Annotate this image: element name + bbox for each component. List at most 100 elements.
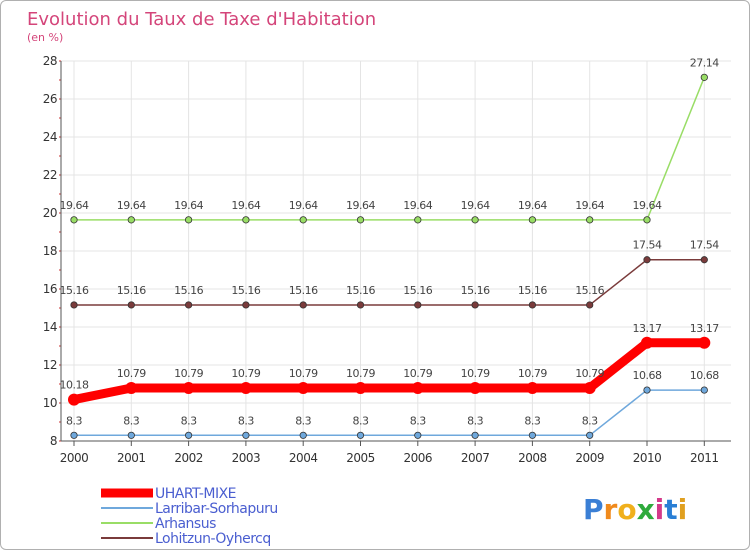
series-lohitzun-oyhercq: 15.16 15.16 15.16 15.16 15.16 15.16 15.16 15.16…	[60, 239, 720, 309]
data-point	[125, 381, 138, 394]
y-tick-label: 10	[43, 396, 57, 410]
data-point	[356, 431, 365, 439]
data-label: 8.3	[238, 414, 254, 427]
data-label: 15.16	[289, 284, 318, 297]
series-arhansus: 19.64 19.64 19.64 19.64 19.64 19.64 19.64 19.64…	[60, 56, 720, 224]
data-point	[242, 216, 250, 224]
legend-item: Arhansus	[101, 516, 217, 532]
data-label: 10.18	[60, 379, 89, 392]
y-tick-label: 8	[50, 434, 57, 448]
series-line	[73, 76, 706, 221]
series-line	[69, 338, 709, 405]
data-point	[698, 336, 711, 349]
x-tick-label: 2011	[690, 451, 719, 465]
data-point	[643, 386, 651, 394]
data-point	[242, 301, 250, 309]
x-tick-label: 2010	[633, 451, 662, 465]
series-group: 8.3 8.3 8.3 8.3 8.3 8.3 8.3 8.3 8.3 8.3 10.68 10.68…	[60, 56, 720, 439]
y-tick-label: 20	[43, 206, 57, 220]
x-tick-label: 2008	[518, 451, 547, 465]
data-point	[700, 73, 708, 81]
data-point	[70, 431, 78, 439]
series-line	[73, 258, 706, 306]
data-label: 19.64	[403, 199, 432, 212]
data-label: 19.64	[461, 199, 490, 212]
data-point	[700, 386, 708, 394]
data-point	[528, 216, 537, 224]
x-tick-label: 2001	[117, 451, 146, 465]
data-label: 8.3	[66, 414, 82, 427]
data-point	[127, 216, 135, 224]
data-label: 15.16	[231, 284, 260, 297]
data-label: 10.79	[403, 367, 432, 380]
data-point	[471, 301, 479, 309]
data-label: 10.79	[289, 367, 318, 380]
data-label: 19.64	[346, 199, 375, 212]
data-point	[239, 381, 252, 394]
data-label: 19.64	[231, 199, 260, 212]
data-label: 15.16	[174, 284, 203, 297]
data-point	[299, 431, 307, 439]
data-label: 8.3	[353, 414, 369, 427]
data-point	[297, 381, 310, 394]
data-point	[68, 393, 80, 406]
data-label: 19.64	[575, 199, 604, 212]
data-label: 13.17	[633, 322, 662, 335]
data-point	[411, 381, 424, 394]
data-label: 15.16	[403, 284, 432, 297]
axes: 8 10 12 14 16 18 20 22 24 26 28 2000 2001 2002 2003 200…	[43, 54, 731, 465]
data-point	[185, 301, 193, 309]
x-tick-label: 2003	[232, 451, 261, 465]
legend-label: Larribar-Sorhapuru	[155, 501, 278, 517]
data-label: 19.64	[117, 199, 146, 212]
y-tick-label: 16	[43, 282, 57, 296]
data-label: 15.16	[117, 284, 146, 297]
legend-item: Larribar-Sorhapuru	[101, 501, 278, 517]
data-point	[471, 216, 479, 224]
data-label: 10.79	[461, 367, 490, 380]
x-tick-label: 2005	[346, 451, 375, 465]
data-point	[583, 381, 596, 394]
y-tick-label: 18	[43, 244, 57, 258]
data-label: 27.14	[690, 56, 719, 69]
data-point	[643, 256, 651, 264]
data-label: 19.64	[289, 199, 318, 212]
data-point	[643, 216, 651, 224]
x-tick-label: 2009	[575, 451, 604, 465]
data-point	[299, 301, 307, 309]
data-point	[469, 381, 482, 394]
data-point	[356, 216, 365, 224]
data-point	[414, 431, 422, 439]
data-point	[641, 336, 653, 349]
legend-item: Lohitzun-Oyhercq	[101, 531, 271, 547]
x-tick-label: 2007	[461, 451, 490, 465]
data-label: 8.3	[410, 414, 426, 427]
legend-label: Lohitzun-Oyhercq	[155, 531, 271, 547]
data-point	[414, 216, 422, 224]
data-point	[354, 381, 367, 394]
logo-text: Proxiti	[583, 493, 687, 526]
chart-subtitle: (en %)	[27, 31, 63, 44]
data-point	[127, 301, 135, 309]
data-label: 8.3	[524, 414, 540, 427]
legend: UHART-MIXELarribar-SorhapuruArhansusLohi…	[101, 486, 278, 547]
data-label: 8.3	[467, 414, 483, 427]
data-label: 10.68	[633, 369, 662, 382]
chart-title: Evolution du Taux de Taxe d'Habitation	[27, 9, 376, 30]
data-point	[586, 301, 594, 309]
data-point	[586, 431, 594, 439]
data-point	[182, 381, 195, 394]
data-point	[528, 301, 537, 309]
y-tick-label: 28	[43, 54, 57, 68]
data-point	[242, 431, 250, 439]
data-label: 19.64	[518, 199, 547, 212]
x-tick-label: 2002	[174, 451, 203, 465]
x-tick-label: 2000	[60, 451, 89, 465]
data-point	[528, 431, 537, 439]
data-point	[70, 301, 78, 309]
data-point	[299, 216, 307, 224]
y-tick-label: 14	[43, 320, 57, 334]
x-tick-label: 2006	[404, 451, 433, 465]
series-larribar-sorhapuru: 8.3 8.3 8.3 8.3 8.3 8.3 8.3 8.3 8.3 8.3 10.68 10.68	[66, 369, 720, 439]
